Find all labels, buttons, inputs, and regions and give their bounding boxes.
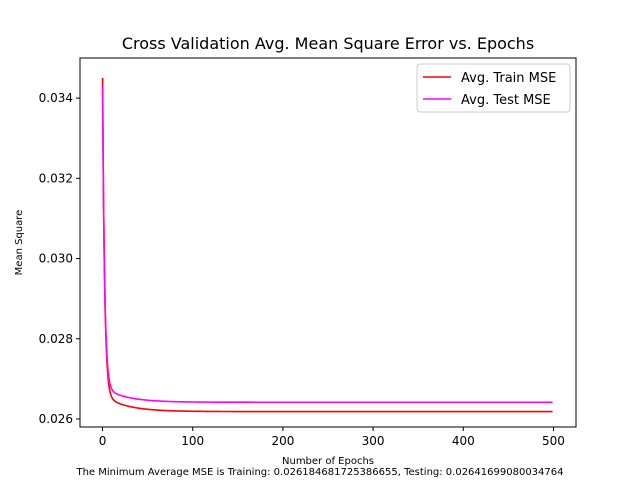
- x-tick-label: 0: [99, 434, 107, 448]
- series-line-test: [101, 85, 553, 404]
- legend-entries: Avg. Train MSE Avg. Test MSE: [423, 71, 556, 108]
- y-tick-label: 0.034: [39, 91, 73, 105]
- legend: Avg. Train MSE Avg. Test MSE: [416, 63, 571, 113]
- legend-label: Avg. Train MSE: [461, 71, 556, 86]
- y-tick-label: 0.028: [39, 332, 73, 346]
- y-axis-title: Mean Square: [14, 210, 25, 276]
- y-tick-label: 0.026: [39, 412, 73, 426]
- x-tick-label: 300: [362, 434, 385, 448]
- y-tick-label: 0.032: [39, 171, 73, 185]
- plot-lines: [101, 78, 553, 413]
- x-tick-label: 500: [542, 434, 565, 448]
- y-axis-ticks: 0.026 0.028 0.030 0.032 0.034: [39, 91, 80, 426]
- x-tick-label: 200: [271, 434, 294, 448]
- legend-box: [416, 63, 571, 113]
- legend-label: Avg. Test MSE: [461, 93, 551, 108]
- x-tick-label: 400: [452, 434, 475, 448]
- x-axis-ticks: 0 100 200 300 400 500: [99, 427, 565, 448]
- x-tick-label: 100: [181, 434, 204, 448]
- series-line-train: [101, 78, 553, 413]
- min-mse-caption: The Minimum Average MSE is Training: 0.0…: [75, 467, 563, 478]
- x-axis-title: Number of Epochs: [282, 456, 374, 467]
- chart-title: Cross Validation Avg. Mean Square Error …: [122, 34, 534, 53]
- y-tick-label: 0.030: [39, 252, 73, 266]
- plot-frame: [79, 57, 577, 428]
